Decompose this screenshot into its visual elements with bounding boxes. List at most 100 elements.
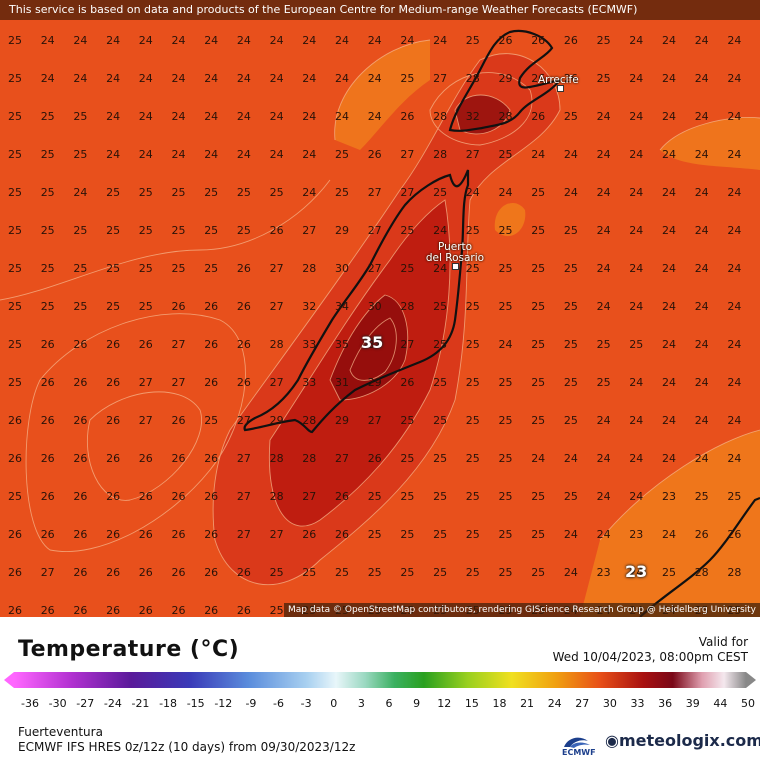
cell-value: 25 [466, 338, 480, 351]
cell-value: 27 [368, 224, 382, 237]
cell-value: 23 [629, 528, 643, 541]
cell-value: 24 [727, 300, 741, 313]
cell-value: 25 [204, 414, 218, 427]
cell-value: 25 [531, 338, 545, 351]
cell-value: 25 [204, 262, 218, 275]
cell-value: 26 [8, 604, 22, 617]
cell-value: 25 [597, 34, 611, 47]
cell-value: 26 [204, 528, 218, 541]
cell-value: 29 [368, 376, 382, 389]
valid-date: Wed 10/04/2023, 08:00pm CEST [552, 650, 748, 664]
cell-value: 25 [433, 566, 447, 579]
cell-value: 24 [106, 148, 120, 161]
location-name: Fuerteventura [18, 725, 103, 739]
lanzarote-coast [448, 29, 563, 132]
cell-value: 25 [531, 224, 545, 237]
cell-value: 26 [237, 262, 251, 275]
cell-value: 25 [237, 224, 251, 237]
cell-value: 26 [204, 300, 218, 313]
cell-value: 25 [531, 490, 545, 503]
scale-tick-label: 24 [547, 697, 562, 710]
cell-value: 24 [368, 110, 382, 123]
cell-value: 24 [597, 148, 611, 161]
cell-value: 25 [73, 224, 87, 237]
scale-tick-label: -24 [103, 697, 122, 710]
cell-value: 25 [499, 490, 513, 503]
cell-value: 24 [335, 34, 349, 47]
cell-value: 25 [662, 566, 676, 579]
cell-value: 26 [400, 110, 414, 123]
map-attribution: Map data © OpenStreetMap contributors, r… [284, 603, 760, 617]
cell-value: 24 [629, 224, 643, 237]
cool-area [334, 40, 430, 150]
scale-tick-label: 33 [630, 697, 645, 710]
cell-value: 24 [727, 376, 741, 389]
scale-tick-label: -18 [159, 697, 178, 710]
contour-lines [0, 39, 760, 585]
cell-value: 26 [564, 34, 578, 47]
cell-value: 24 [597, 110, 611, 123]
cell-value: 24 [727, 34, 741, 47]
cell-value: 24 [204, 72, 218, 85]
cell-value: 24 [662, 376, 676, 389]
cell-value: 24 [73, 72, 87, 85]
cell-value: 24 [597, 224, 611, 237]
cell-value: 24 [597, 490, 611, 503]
cell-value: 26 [727, 528, 741, 541]
cell-value: 25 [335, 148, 349, 161]
cell-value: 24 [139, 148, 153, 161]
cell-value: 31 [335, 376, 349, 389]
cell-value: 24 [237, 148, 251, 161]
cell-value: 33 [302, 338, 316, 351]
cell-value: 26 [368, 452, 382, 465]
cell-value: 27 [172, 376, 186, 389]
cell-value: 25 [531, 300, 545, 313]
cell-value: 24 [106, 110, 120, 123]
cell-value: 25 [41, 262, 55, 275]
cell-value: 24 [302, 34, 316, 47]
cell-value: 28 [400, 300, 414, 313]
cell-value: 24 [695, 452, 709, 465]
cell-value: 27 [302, 224, 316, 237]
cell-value: 25 [335, 186, 349, 199]
cell-value: 25 [466, 528, 480, 541]
cell-value: 25 [139, 300, 153, 313]
cell-value: 25 [41, 300, 55, 313]
cell-value: 24 [629, 376, 643, 389]
cell-value: 25 [400, 72, 414, 85]
cell-value: 24 [662, 72, 676, 85]
cell-value: 25 [531, 262, 545, 275]
cell-value: 27 [400, 186, 414, 199]
cell-value: 26 [335, 528, 349, 541]
cell-value: 27 [400, 338, 414, 351]
scale-tick-label: -27 [76, 697, 95, 710]
cell-value: 24 [629, 490, 643, 503]
cell-value: 27 [139, 376, 153, 389]
cell-value: 26 [204, 604, 218, 617]
cell-value: 25 [499, 262, 513, 275]
legend-title: Temperature (°C) [18, 637, 240, 662]
cell-value: 27 [172, 338, 186, 351]
scale-tick-label: 27 [575, 697, 590, 710]
cell-value: 25 [564, 224, 578, 237]
cell-value: 27 [302, 490, 316, 503]
cell-value: 24 [335, 110, 349, 123]
cell-value: 28 [302, 452, 316, 465]
cell-value: 25 [531, 414, 545, 427]
cell-value: 25 [695, 490, 709, 503]
cell-value: 25 [8, 72, 22, 85]
cell-value: 26 [8, 452, 22, 465]
cell-value: 28 [727, 566, 741, 579]
cell-value: 24 [270, 110, 284, 123]
cell-value: 24 [629, 300, 643, 313]
cell-value: 26 [73, 490, 87, 503]
cell-value: 24 [629, 34, 643, 47]
meteologix-brand[interactable]: ◉meteologix.com [605, 731, 760, 750]
cool-area [660, 117, 760, 170]
city-label-puerto-del-rosario: Puerto del Rosario [418, 242, 492, 264]
weather-map[interactable]: 25 24 24 24 24 24 24 24 24 24 24 24 24 24 25 26 26 26 25 24… [0, 0, 760, 617]
cell-value: 26 [172, 604, 186, 617]
cell-value: 26 [172, 528, 186, 541]
cell-value: 24 [662, 110, 676, 123]
cell-value: 26 [172, 452, 186, 465]
